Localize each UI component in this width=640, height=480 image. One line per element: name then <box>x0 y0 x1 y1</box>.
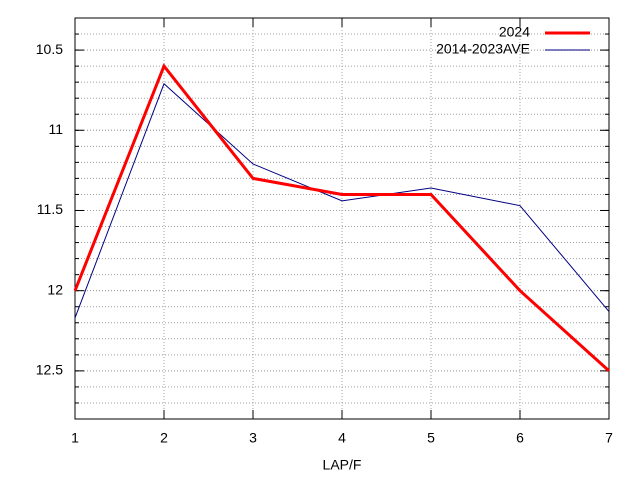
y-tick-label: 12.5 <box>36 362 63 378</box>
y-tick-label: 12 <box>47 281 63 297</box>
line-series <box>73 63 611 372</box>
y-tick-label: 11.5 <box>37 201 63 217</box>
x-tick-label: 3 <box>249 430 257 446</box>
x-tick-label: 4 <box>338 430 346 446</box>
x-tick-label: 2 <box>160 430 168 446</box>
x-tick-label: 6 <box>516 430 524 446</box>
plot-border <box>74 17 610 420</box>
x-axis-label: LAP/F <box>323 457 362 473</box>
x-tick-label: 7 <box>605 430 613 446</box>
legend-label: 2024 <box>499 24 530 40</box>
line-series <box>74 82 610 319</box>
x-tick-label: 1 <box>71 430 79 446</box>
x-tick-label: 5 <box>427 430 435 446</box>
legend-label: 2014-2023AVE <box>436 41 530 57</box>
y-tick-label: 10.5 <box>36 41 63 57</box>
y-tick-label: 11 <box>48 121 63 137</box>
